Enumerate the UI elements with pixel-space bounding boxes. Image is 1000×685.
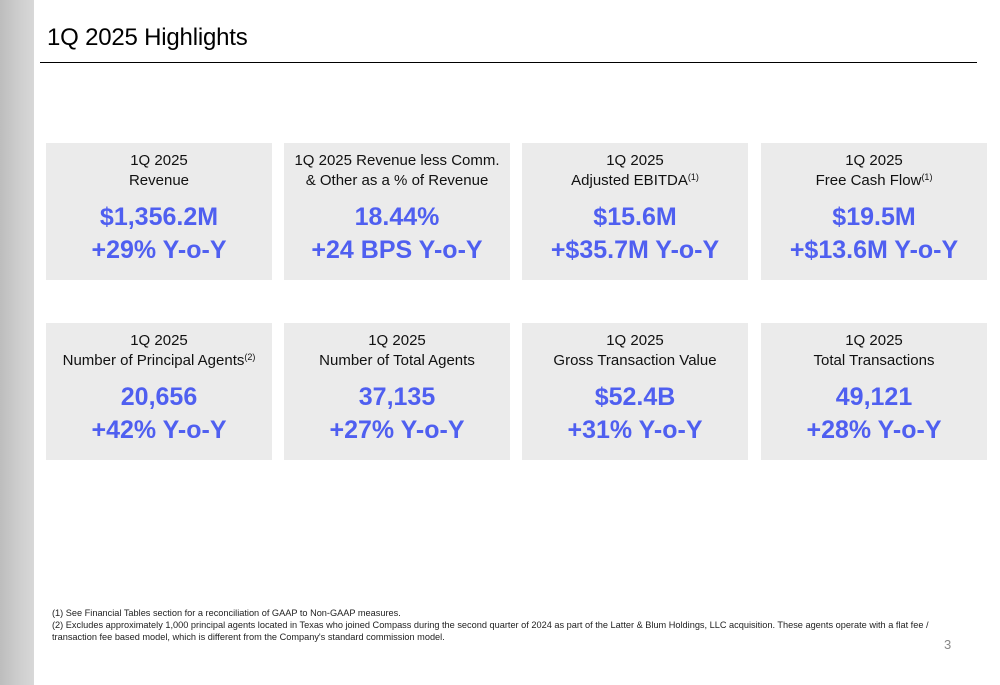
- card-label: 1Q 2025 Total Transactions: [761, 331, 987, 371]
- page-number: 3: [944, 637, 952, 652]
- card-period: 1Q 2025: [845, 332, 903, 349]
- card-value: $15.6M: [593, 203, 677, 231]
- footnote-1: (1) See Financial Tables section for a r…: [52, 608, 401, 618]
- card-total-transactions: 1Q 2025 Total Transactions 49,121 +28% Y…: [761, 323, 987, 460]
- card-period: 1Q 2025: [606, 332, 664, 349]
- card-principal-agents: 1Q 2025 Number of Principal Agents(2) 20…: [46, 323, 272, 460]
- card-label: 1Q 2025 Free Cash Flow(1): [761, 151, 987, 191]
- side-strip: [0, 0, 34, 685]
- card-label: 1Q 2025 Adjusted EBITDA(1): [522, 151, 748, 191]
- card-footnote-ref: (2): [244, 352, 256, 362]
- card-change: +$35.7M Y-o-Y: [550, 236, 720, 264]
- card-label: 1Q 2025 Revenue less Comm. & Other as a …: [284, 151, 510, 191]
- card-change: +42% Y-o-Y: [91, 416, 227, 444]
- card-value: 37,135: [358, 383, 436, 411]
- card-revenue-less-comm: 1Q 2025 Revenue less Comm. & Other as a …: [284, 143, 510, 280]
- card-free-cash-flow: 1Q 2025 Free Cash Flow(1) $19.5M +$13.6M…: [761, 143, 987, 280]
- card-metric: Number of Principal Agents: [62, 352, 245, 369]
- title-divider: [40, 62, 977, 63]
- card-period: 1Q 2025: [606, 152, 664, 169]
- footnotes: (1) See Financial Tables section for a r…: [52, 607, 942, 643]
- card-metric: Adjusted EBITDA: [571, 172, 688, 189]
- card-change: +28% Y-o-Y: [806, 416, 942, 444]
- card-period: 1Q 2025: [368, 332, 426, 349]
- card-period: 1Q 2025 Revenue less Comm.: [294, 152, 500, 169]
- page-title: 1Q 2025 Highlights: [47, 24, 248, 51]
- card-period: 1Q 2025: [845, 152, 903, 169]
- card-metric: & Other as a % of Revenue: [305, 172, 489, 189]
- card-metric: Gross Transaction Value: [553, 352, 717, 369]
- card-value: 20,656: [120, 383, 198, 411]
- card-change: +31% Y-o-Y: [567, 416, 703, 444]
- card-total-agents: 1Q 2025 Number of Total Agents 37,135 +2…: [284, 323, 510, 460]
- card-adjusted-ebitda: 1Q 2025 Adjusted EBITDA(1) $15.6M +$35.7…: [522, 143, 748, 280]
- card-metric: Free Cash Flow: [815, 172, 922, 189]
- card-label: 1Q 2025 Revenue: [46, 151, 272, 191]
- footnote-2: (2) Excludes approximately 1,000 princip…: [52, 620, 929, 642]
- card-value: $52.4B: [594, 383, 676, 411]
- card-label: 1Q 2025 Gross Transaction Value: [522, 331, 748, 371]
- card-metric: Total Transactions: [813, 352, 935, 369]
- card-period: 1Q 2025: [130, 332, 188, 349]
- card-metric: Number of Total Agents: [319, 352, 475, 369]
- card-label: 1Q 2025 Number of Total Agents: [284, 331, 510, 371]
- card-footnote-ref: (1): [687, 172, 699, 182]
- card-change: +27% Y-o-Y: [329, 416, 465, 444]
- card-revenue: 1Q 2025 Revenue $1,356.2M +29% Y-o-Y: [46, 143, 272, 280]
- card-change: +24 BPS Y-o-Y: [311, 236, 483, 264]
- card-label: 1Q 2025 Number of Principal Agents(2): [46, 331, 272, 371]
- card-footnote-ref: (1): [921, 172, 933, 182]
- card-change: +$13.6M Y-o-Y: [789, 236, 959, 264]
- card-value: 49,121: [835, 383, 913, 411]
- card-value: 18.44%: [354, 203, 440, 231]
- card-value: $1,356.2M: [99, 203, 219, 231]
- card-metric: Revenue: [128, 172, 190, 189]
- card-change: +29% Y-o-Y: [91, 236, 227, 264]
- card-value: $19.5M: [832, 203, 916, 231]
- card-gross-transaction-value: 1Q 2025 Gross Transaction Value $52.4B +…: [522, 323, 748, 460]
- card-period: 1Q 2025: [130, 152, 188, 169]
